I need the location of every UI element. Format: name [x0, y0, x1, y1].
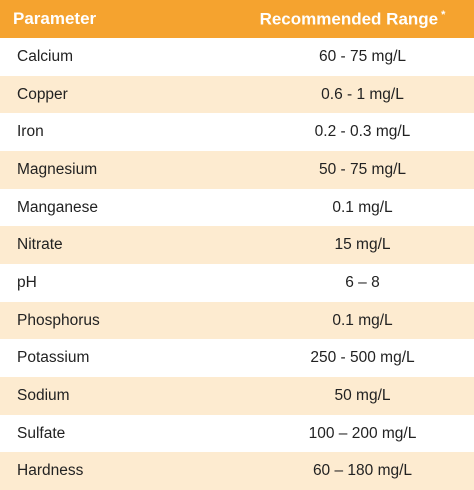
parameter-cell: Manganese	[17, 198, 99, 216]
header-range-note-mark: *	[441, 8, 446, 21]
parameter-cell: Potassium	[17, 349, 90, 367]
parameter-cell: Copper	[17, 85, 68, 103]
table-row: pH 6 – 8	[0, 264, 474, 302]
parameter-cell: Iron	[17, 123, 44, 141]
range-cell: 60 – 180 mg/L	[312, 462, 413, 480]
parameter-cell: Hardness	[17, 462, 84, 480]
table-row: Nitrate 15 mg/L	[0, 226, 474, 265]
range-cell: 0.1 mg/L	[332, 311, 393, 329]
table-row: Sulfate 100 – 200 mg/L	[0, 414, 474, 453]
table-body: Calcium 60 - 75 mg/L Copper 0.6 - 1 mg/L…	[0, 38, 474, 490]
range-cell: 15 mg/L	[334, 236, 391, 254]
range-cell: 0.2 - 0.3 mg/L	[314, 123, 411, 141]
parameter-cell: Sodium	[17, 386, 70, 404]
table-row: Hardness 60 – 180 mg/L	[0, 452, 474, 490]
table-header: Parameter Recommended Range *	[0, 0, 474, 38]
table-row: Calcium 60 - 75 mg/L	[0, 38, 474, 76]
table-row: Potassium 250 - 500 mg/L	[0, 339, 474, 378]
table-row: Phosphorus 0.1 mg/L	[0, 301, 474, 340]
parameter-cell: Nitrate	[17, 236, 63, 254]
parameter-cell: Magnesium	[17, 160, 98, 178]
table-row: Manganese 0.1 mg/L	[0, 188, 474, 227]
range-cell: 0.6 - 1 mg/L	[321, 85, 404, 103]
range-cell: 250 - 500 mg/L	[310, 349, 415, 367]
header-range-label: Recommended Range	[259, 9, 439, 29]
parameter-cell: Calcium	[17, 47, 73, 65]
table-row: Magnesium 50 - 75 mg/L	[0, 151, 474, 189]
table-row: Sodium 50 mg/L	[0, 377, 474, 415]
range-cell: 6 – 8	[345, 273, 380, 291]
parameter-cell: pH	[17, 273, 37, 291]
range-cell: 60 - 75 mg/L	[318, 47, 407, 65]
range-cell: 50 - 75 mg/L	[318, 160, 407, 178]
header-parameter: Parameter	[13, 9, 97, 28]
range-cell: 0.1 mg/L	[332, 198, 393, 216]
table-row: Copper 0.6 - 1 mg/L	[0, 75, 474, 114]
table-row: Iron 0.2 - 0.3 mg/L	[0, 113, 474, 152]
range-cell: 100 – 200 mg/L	[308, 424, 417, 442]
range-cell: 50 mg/L	[334, 386, 391, 404]
parameter-cell: Phosphorus	[17, 311, 100, 329]
header-recommended-range: Recommended Range *	[237, 9, 474, 30]
parameter-cell: Sulfate	[17, 424, 66, 442]
